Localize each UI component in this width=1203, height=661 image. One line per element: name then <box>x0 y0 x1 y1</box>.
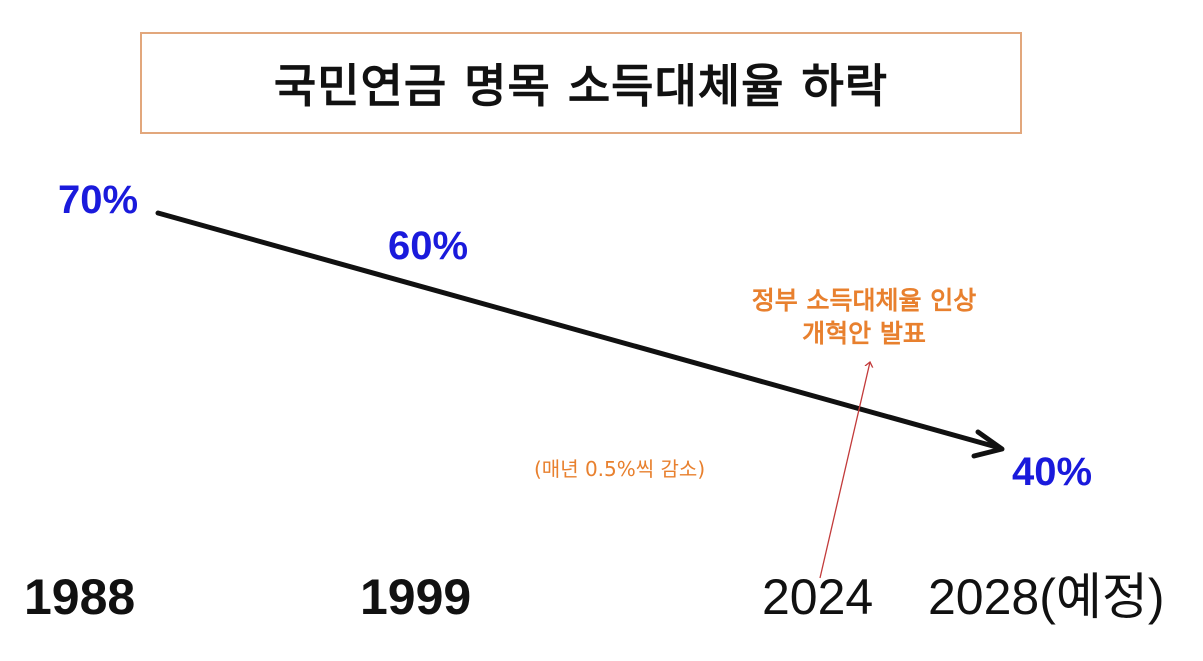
page-title: 국민연금 명목 소득대체율 하락 <box>273 59 889 113</box>
year-2024: 2024 <box>762 569 874 625</box>
rate-1988: 70% <box>58 178 139 222</box>
rate-1999: 60% <box>388 224 469 268</box>
reform-annotation-line2: 개혁안 발표 <box>802 318 926 348</box>
rate-2028: 40% <box>1012 450 1093 494</box>
decline-note: (매년 0.5%씩 감소) <box>534 457 706 481</box>
year-2028: 2028(예정) <box>928 569 1165 625</box>
reform-annotation-line1: 정부 소득대체율 인상 <box>751 286 977 315</box>
year-1999: 1999 <box>360 569 472 625</box>
decline-arrow-head <box>971 429 1005 459</box>
title-box: 국민연금 명목 소득대체율 하락 <box>140 32 1022 134</box>
reform-pointer-arrow <box>819 362 870 579</box>
reform-annotation: 정부 소득대체율 인상 개혁안 발표 <box>714 285 1014 350</box>
year-1988: 1988 <box>24 569 136 625</box>
